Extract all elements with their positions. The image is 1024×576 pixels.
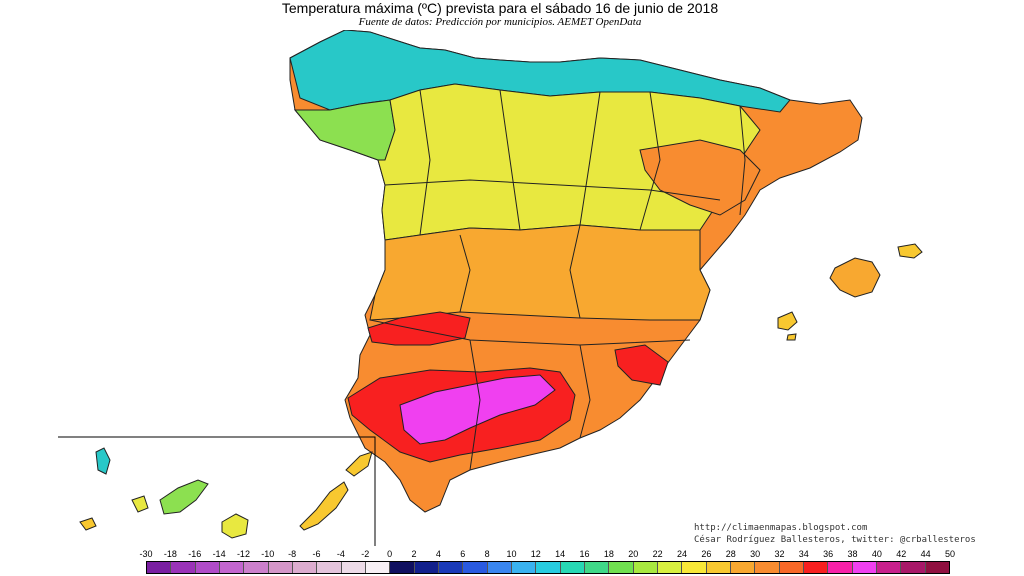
legend-swatch (390, 562, 415, 573)
legend-swatch (828, 562, 853, 573)
legend-swatch (438, 562, 464, 573)
map-subtitle: Fuente de datos: Predicción por municipi… (358, 16, 642, 28)
la-palma-island (95, 447, 111, 475)
legend-tick-label: -14 (212, 549, 226, 559)
legend-swatch (414, 562, 439, 573)
legend-tick-label: 2 (411, 549, 417, 559)
guadiana-zone (367, 311, 471, 346)
legend-swatch (268, 562, 293, 573)
legend-swatch (609, 562, 634, 573)
credits-blog-link[interactable]: http://climaenmapas.blogspot.com (694, 523, 868, 533)
legend-tick-label: 10 (506, 549, 517, 559)
legend-tick-label: 28 (725, 549, 736, 559)
legend-swatch (852, 562, 877, 573)
legend-swatch (292, 562, 318, 573)
guadalquivir-zone (399, 374, 556, 445)
legend-tick-label: 30 (750, 549, 761, 559)
legend-tick-label: 42 (896, 549, 907, 559)
legend-tick-label: 44 (920, 549, 931, 559)
legend-tick-label: 18 (603, 549, 614, 559)
legend-swatch (901, 562, 926, 573)
legend-tick-label: -6 (312, 549, 321, 559)
legend-swatch (147, 562, 172, 573)
legend-swatch (560, 562, 585, 573)
legend-tick-label: 38 (847, 549, 858, 559)
legend-tick-label: 4 (435, 549, 441, 559)
map-title: Temperatura máxima (ºC) prevista para el… (281, 0, 719, 16)
legend-tick-label: -16 (188, 549, 202, 559)
legend-swatch (633, 562, 658, 573)
province-borders (369, 89, 746, 471)
legend-swatch (706, 562, 731, 573)
legend-swatch (365, 562, 391, 573)
legend-labels: -30 -18 -16 -14 -12 -10 -8 -6 -4 -2 0 2 4 6 8 10 12 14 16 1… (139, 548, 955, 560)
murcia-zone (614, 344, 669, 386)
legend-swatch (341, 562, 366, 573)
legend-swatch (584, 562, 610, 573)
legend-swatch (536, 562, 561, 573)
legend-tick-label: -4 (336, 549, 345, 559)
lanzarote-island (345, 451, 373, 477)
legend-tick-label: -12 (236, 549, 250, 559)
legend-tick-label: 8 (484, 549, 490, 559)
el-hierro-island (79, 517, 97, 531)
legend-swatch (244, 562, 269, 573)
legend-tick-label: 24 (676, 549, 687, 559)
legend-swatch (487, 562, 512, 573)
ibiza-island (777, 311, 798, 331)
legend-swatch (803, 562, 829, 573)
tenerife-island (159, 479, 209, 515)
legend-swatch (755, 562, 780, 573)
legend-swatch (876, 562, 902, 573)
legend-tick-label: 32 (774, 549, 785, 559)
legend-tick-label: 0 (387, 549, 393, 559)
temperature-map (58, 30, 923, 546)
legend-tick-label: 14 (555, 549, 566, 559)
legend-tick-label: 12 (530, 549, 541, 559)
legend-tick-label: 6 (460, 549, 466, 559)
legend-tick-label: 22 (652, 549, 663, 559)
legend-swatch (730, 562, 756, 573)
credits-author: César Rodríguez Ballesteros, twitter: @c… (694, 535, 976, 545)
legend-swatch (511, 562, 537, 573)
legend-tick-label: -30 (139, 549, 153, 559)
legend-swatch (925, 562, 949, 573)
legend-tick-label: -8 (288, 549, 297, 559)
legend-swatch (779, 562, 804, 573)
gran-canaria-island (221, 513, 249, 539)
legend-swatch (657, 562, 683, 573)
legend-tick-label: 20 (628, 549, 639, 559)
legend-swatch (219, 562, 245, 573)
legend-tick-label: -10 (261, 549, 275, 559)
legend-swatch (171, 562, 196, 573)
legend-color-bar (146, 561, 950, 574)
legend-swatch (317, 562, 342, 573)
mallorca-island (829, 257, 881, 298)
legend-swatch (682, 562, 707, 573)
legend-tick-label: 40 (871, 549, 882, 559)
legend-swatch (195, 562, 220, 573)
meseta-sur-zone (369, 224, 711, 321)
la-gomera-island (131, 495, 149, 513)
legend-tick-label: 34 (798, 549, 809, 559)
menorca-island (897, 243, 923, 259)
legend-tick-label: 50 (944, 549, 955, 559)
credits: http://climaenmapas.blogspot.com César R… (694, 522, 994, 546)
fuerteventura-island (299, 481, 349, 531)
canary-inset-frame (58, 436, 376, 546)
legend-swatch (463, 562, 488, 573)
legend-tick-label: -18 (163, 549, 177, 559)
legend-tick-label: -2 (361, 549, 370, 559)
formentera-island (786, 333, 797, 341)
legend-tick-label: 26 (701, 549, 712, 559)
legend-tick-label: 16 (579, 549, 590, 559)
legend-tick-label: 36 (823, 549, 834, 559)
ebro-zone (639, 139, 761, 216)
color-legend: -30 -18 -16 -14 -12 -10 -8 -6 -4 -2 0 2 4 6 8 10 12 14 16 1… (139, 548, 955, 574)
